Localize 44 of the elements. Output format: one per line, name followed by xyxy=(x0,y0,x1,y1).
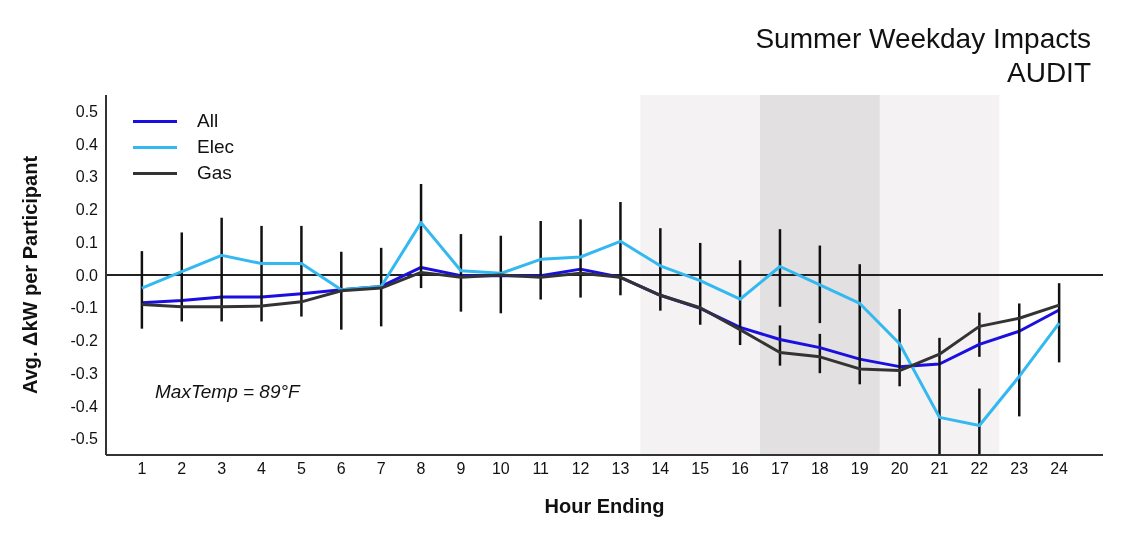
x-tick-label: 15 xyxy=(691,460,710,478)
y-axis-title: Avg. ΔkW per Participant xyxy=(19,155,42,395)
x-tick-label: 1 xyxy=(137,460,147,478)
x-tick-label: 2 xyxy=(177,460,187,478)
y-tick-label: 0.2 xyxy=(75,201,99,219)
x-tick-label: 5 xyxy=(296,460,306,478)
y-tick-label: 0.5 xyxy=(75,103,99,121)
y-tick-label: -0.5 xyxy=(70,430,99,448)
x-tick-label: 12 xyxy=(571,460,590,478)
y-tick-label: -0.1 xyxy=(70,299,99,317)
y-tick-label: 0.0 xyxy=(75,266,99,284)
x-tick-label: 11 xyxy=(532,460,550,478)
x-tick-label: 6 xyxy=(336,460,346,478)
chart-title: Summer Weekday Impacts xyxy=(755,22,1091,56)
x-tick-label: 19 xyxy=(850,460,869,478)
y-tick-label: 0.3 xyxy=(75,168,99,186)
x-tick-label: 4 xyxy=(257,460,267,478)
x-tick-label: 23 xyxy=(1010,460,1029,478)
x-axis-title: Hour Ending xyxy=(544,495,665,517)
y-tick-label: -0.4 xyxy=(70,397,99,415)
x-tick-label: 20 xyxy=(890,460,909,478)
chart-subtitle: AUDIT xyxy=(1006,56,1091,90)
x-tick-label: 7 xyxy=(376,460,386,478)
x-tick-label: 9 xyxy=(456,460,466,478)
x-tick-label: 22 xyxy=(970,460,989,478)
x-tick-label: 3 xyxy=(217,460,227,478)
x-tick-label: 16 xyxy=(731,460,750,478)
y-tick-label: -0.3 xyxy=(70,364,99,382)
x-tick-label: 24 xyxy=(1050,460,1069,478)
y-tick-label: 0.4 xyxy=(75,135,99,153)
x-tick-label: 10 xyxy=(491,460,510,478)
annotation: MaxTemp = 89°F xyxy=(155,381,300,403)
y-tick-label: 0.1 xyxy=(75,233,99,251)
legend-label: Elec xyxy=(197,135,234,159)
legend-label: Gas xyxy=(197,161,232,185)
x-tick-label: 17 xyxy=(771,460,789,478)
x-tick-label: 14 xyxy=(651,460,670,478)
legend-label: All xyxy=(197,109,219,133)
x-tick-label: 8 xyxy=(416,460,426,478)
x-tick-label: 13 xyxy=(611,460,630,478)
x-tick-label: 18 xyxy=(810,460,829,478)
x-tick-label: 21 xyxy=(930,460,949,478)
y-tick-label: -0.2 xyxy=(70,332,99,350)
line-series xyxy=(140,221,1061,428)
